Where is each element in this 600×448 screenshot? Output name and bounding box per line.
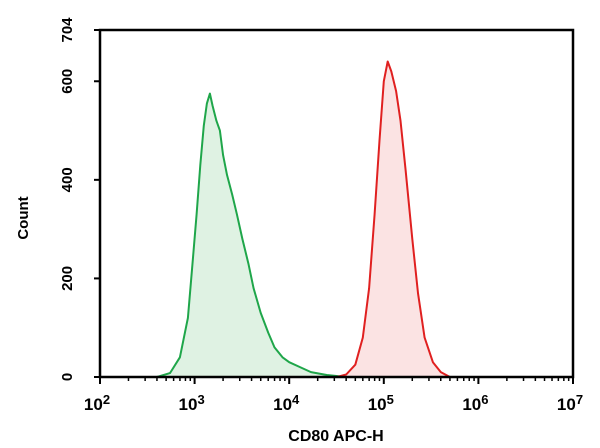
x-axis: 102 103 104 105 106 107 [84, 377, 583, 414]
y-tick-label: 704 [59, 17, 76, 43]
y-tick-label: 200 [59, 266, 76, 291]
plot-frame [98, 28, 575, 379]
x-tick-label: 105 [368, 392, 394, 414]
y-axis: 0 200 400 600 704 [59, 17, 100, 381]
y-axis-title: Count [15, 196, 32, 239]
x-tick-label: 107 [557, 392, 583, 414]
x-tick-label: 102 [84, 392, 110, 414]
y-tick-label: 400 [59, 167, 76, 192]
x-axis-title: CD80 APC-H [288, 428, 383, 445]
series-1-line [156, 92, 347, 378]
series-2-area [337, 61, 450, 377]
series-2-line [336, 60, 451, 378]
x-tick-label: 104 [273, 392, 300, 414]
series-layer [156, 60, 451, 378]
x-tick-label: 106 [462, 392, 488, 414]
y-tick-label: 0 [59, 373, 76, 381]
y-tick-label: 600 [59, 69, 76, 94]
series-1-area [157, 93, 347, 377]
x-tick-label: 103 [179, 392, 205, 414]
